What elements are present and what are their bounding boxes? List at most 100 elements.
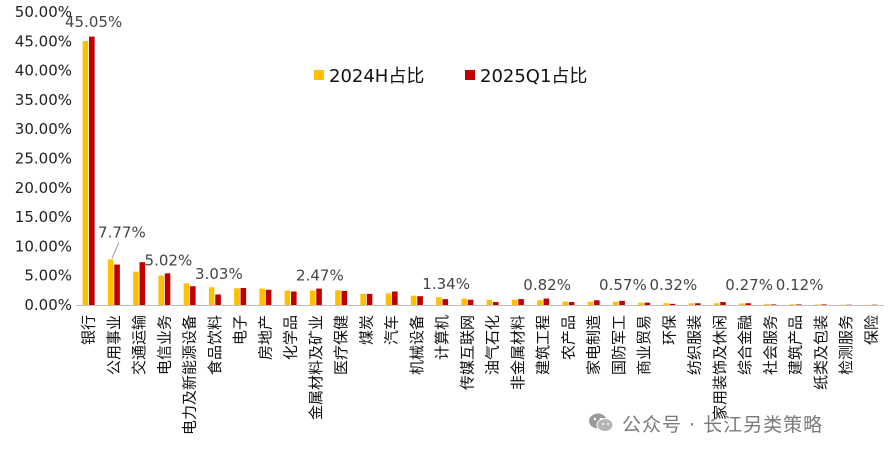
y-tick-label: 35.00% <box>15 91 72 109</box>
bar-series-1 <box>234 288 240 305</box>
bar-series-1 <box>385 293 392 305</box>
y-tick-label: 40.00% <box>15 62 72 80</box>
x-tick-label: 家电制造 <box>585 315 603 375</box>
bar-series-2 <box>89 36 95 305</box>
y-tick-label: 30.00% <box>15 120 72 138</box>
data-label: 7.77% <box>98 223 146 241</box>
bar-series-1 <box>562 301 568 305</box>
x-tick-label: 商业贸易 <box>635 315 653 375</box>
y-axis: 0.00% 5.00% 10.00% 15.00% 20.00% 25.00% 30.00%… <box>15 3 72 314</box>
data-label: 0.27% <box>725 276 773 294</box>
x-tick-label: 保险 <box>862 315 880 345</box>
bar-series-2 <box>316 288 322 305</box>
bar-series-1 <box>183 283 190 305</box>
bar-series-2 <box>594 300 600 305</box>
bar-series-1 <box>537 300 543 305</box>
x-tick-label: 交通运输 <box>130 315 148 375</box>
bar-series-1 <box>587 301 594 305</box>
bar-series-1 <box>663 303 669 305</box>
data-label: 3.03% <box>195 265 243 283</box>
y-tick-label: 15.00% <box>15 208 72 226</box>
bar-series-1 <box>486 299 493 305</box>
x-tick-label: 建筑产品 <box>787 315 805 375</box>
y-tick-label: 45.00% <box>15 32 72 50</box>
legend-label: 2025Q1占比 <box>480 66 587 87</box>
bar-series-2 <box>543 298 550 305</box>
bar-series-2 <box>745 303 752 305</box>
bar-series-1 <box>107 259 114 305</box>
bar-series-2 <box>669 303 676 305</box>
x-axis: 银行 公用事业 交通运输 电信业务 电力及新能源设备 食品饮料 电子 房地产 化学品 金属材料及矿… <box>76 305 884 435</box>
x-tick-label: 综合金融 <box>736 315 754 375</box>
data-labels: 45.05% 7.77% 5.02%3.03% 2.47% 1.34% 0.82% 0.57… <box>65 13 823 294</box>
bar-series-1 <box>436 297 442 305</box>
y-tick-label: 25.00% <box>15 150 72 168</box>
x-tick-label: 传媒互联网 <box>458 315 476 390</box>
bar-series-2 <box>240 288 247 305</box>
bar-series-2 <box>518 299 524 305</box>
bar-series-2 <box>265 289 272 305</box>
data-label: 45.05% <box>65 13 122 31</box>
bar-series-2 <box>644 302 651 305</box>
x-tick-label: 国防军工 <box>610 315 628 375</box>
watermark: 公众号 · 长江另类策略 <box>588 408 823 438</box>
legend-swatch <box>314 70 324 80</box>
x-tick-label: 电信业务 <box>155 315 173 375</box>
bar-series-1 <box>789 304 796 305</box>
bar-series-2 <box>619 300 625 305</box>
bar-series-2 <box>568 302 575 305</box>
x-tick-label: 社会服务 <box>761 315 779 375</box>
bar-series-2 <box>442 299 449 305</box>
watermark-text: 公众号 · 长江另类策略 <box>622 413 824 436</box>
bar-series-1 <box>284 290 291 305</box>
x-tick-label: 农产品 <box>559 315 577 360</box>
x-tick-label: 汽车 <box>383 315 401 345</box>
bar-series-2 <box>139 262 146 305</box>
bar-series-2 <box>493 302 499 305</box>
bar-series-2 <box>164 273 171 305</box>
bar-series-1 <box>335 290 341 305</box>
y-tick-label: 50.00% <box>15 3 72 21</box>
bar-series-2 <box>770 304 777 306</box>
bar-series-1 <box>688 303 695 305</box>
bar-series-1 <box>764 303 770 305</box>
x-tick-label: 油气石化 <box>484 315 502 375</box>
x-tick-label: 医疗保健 <box>332 315 350 375</box>
x-tick-label: 食品饮料 <box>206 315 224 375</box>
wechat-icon <box>589 413 614 432</box>
x-tick-label: 机械设备 <box>408 315 426 375</box>
x-tick-label: 纸类及包装 <box>812 315 830 390</box>
data-label: 2.47% <box>296 267 344 285</box>
bar-series-1 <box>410 295 417 305</box>
bar-series-2 <box>291 291 297 305</box>
data-label: 5.02% <box>145 251 193 269</box>
bar-series-2 <box>821 304 827 306</box>
x-tick-label: 煤炭 <box>357 315 375 345</box>
legend-swatch <box>465 70 475 80</box>
y-tick-label: 10.00% <box>15 237 72 255</box>
bar-series-2 <box>114 264 120 305</box>
x-tick-label: 银行 <box>80 315 98 345</box>
bar-series-2 <box>695 303 701 305</box>
bar-series-2 <box>215 294 221 305</box>
y-tick-label: 0.00% <box>24 296 72 314</box>
x-tick-label: 化学品 <box>282 315 300 360</box>
bar-series-1 <box>461 298 467 305</box>
bar-series-1 <box>208 287 215 305</box>
x-tick-label: 房地产 <box>256 315 274 360</box>
bar-series-2 <box>796 304 802 306</box>
bar-series-1 <box>259 288 265 305</box>
x-tick-label: 纺织服装 <box>686 315 704 375</box>
x-tick-label: 金属材料及矿业 <box>307 315 325 420</box>
bar-series-1 <box>638 302 644 305</box>
x-tick-label: 环保 <box>660 315 678 345</box>
bar-series-1 <box>360 293 366 305</box>
x-tick-label: 非金属材料 <box>509 315 527 390</box>
bar-series-1 <box>309 290 316 305</box>
bar-series-2 <box>366 293 373 305</box>
data-label-leader <box>111 242 120 259</box>
bar-series-1 <box>814 304 821 306</box>
bars <box>82 36 878 306</box>
data-label: 1.34% <box>422 275 470 293</box>
